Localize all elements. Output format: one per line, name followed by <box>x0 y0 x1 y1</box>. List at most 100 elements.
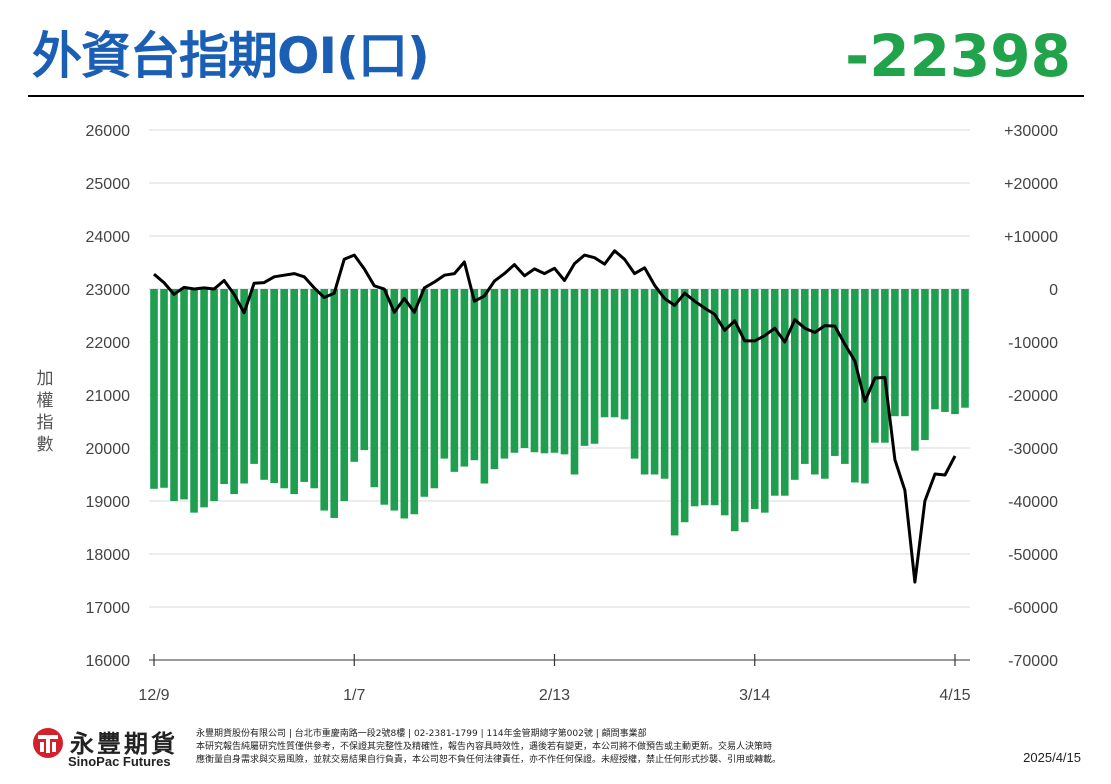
left-tick-label: 20000 <box>86 441 131 458</box>
disclaimer-line: 應衡量自身需求與交易風險，並就交易結果自行負責，本公司恕不負任何法律責任，亦不作… <box>196 755 782 765</box>
right-tick-label: -60000 <box>1008 600 1058 617</box>
y-axis-label: 權 <box>37 391 54 411</box>
right-tick-label: -50000 <box>1008 547 1058 564</box>
oi-bar <box>911 289 919 451</box>
left-tick-label: 26000 <box>86 123 131 140</box>
oi-bar <box>440 289 449 459</box>
oi-bar <box>790 289 799 480</box>
oi-bar <box>180 289 188 500</box>
left-tick-label: 22000 <box>86 335 131 352</box>
oi-bar <box>230 289 238 495</box>
y-axis-label: 指 <box>37 413 54 433</box>
oi-bar <box>470 289 479 461</box>
oi-bar <box>800 289 809 464</box>
oi-bar <box>700 289 709 506</box>
oi-bar <box>861 289 869 484</box>
oi-bar <box>380 289 389 505</box>
oi-bar <box>220 289 228 485</box>
oi-bar <box>740 289 749 523</box>
x-tick-label: 2/13 <box>539 687 570 704</box>
oi-bar <box>610 289 619 418</box>
right-tick-label: -70000 <box>1008 653 1058 670</box>
oi-bar <box>730 289 739 532</box>
disclaimer: 永豐期貨股份有限公司 | 台北市重慶南路一段2號8樓 | 02-2381-179… <box>196 728 896 767</box>
oi-bar <box>430 289 439 489</box>
oi-bar <box>330 289 339 518</box>
right-tick-label: +20000 <box>1004 176 1058 193</box>
right-tick-label: -30000 <box>1008 441 1058 458</box>
oi-bar <box>310 289 319 489</box>
oi-bar <box>841 289 849 464</box>
sinopac-logo-icon <box>33 728 63 758</box>
oi-bar <box>480 289 489 484</box>
oi-bar <box>750 289 759 509</box>
right-tick-label: -10000 <box>1008 335 1058 352</box>
x-tick-label: 3/14 <box>739 687 770 704</box>
oi-bar <box>680 289 689 523</box>
oi-bar <box>530 289 539 453</box>
oi-bar <box>510 289 519 453</box>
oi-bar <box>350 289 359 462</box>
oi-bar <box>190 289 198 513</box>
oi-bar <box>560 289 569 455</box>
oi-bar <box>370 289 379 488</box>
disclaimer-line: 本研究報告純屬研究性質僅供參考，不保證其完整性及精確性，報告內容具時效性，遇後若… <box>196 742 773 752</box>
oi-bar <box>881 289 889 443</box>
oi-bar <box>500 289 509 459</box>
right-tick-label: -40000 <box>1008 494 1058 511</box>
oi-bar <box>200 289 208 508</box>
chart-title: 外資台指期OI(口) <box>32 27 430 85</box>
oi-bar <box>831 289 839 456</box>
oi-bar <box>420 289 429 497</box>
oi-bar <box>650 289 659 475</box>
oi-bar <box>540 289 549 454</box>
oi-bar <box>660 289 669 479</box>
oi-bar <box>290 289 298 495</box>
right-tick-label: 0 <box>1049 282 1058 299</box>
oi-bar <box>630 289 639 459</box>
oi-bar <box>951 289 959 415</box>
x-tick-label: 1/7 <box>343 687 365 704</box>
oi-bar <box>410 289 419 515</box>
oi-bar <box>770 289 779 496</box>
index-line <box>153 249 957 584</box>
oi-bar <box>270 289 278 483</box>
left-tick-label: 18000 <box>86 547 131 564</box>
oi-bar <box>780 289 789 496</box>
oi-bar <box>580 289 589 446</box>
left-tick-label: 19000 <box>86 494 131 511</box>
oi-bar <box>941 289 949 412</box>
oi-bar <box>550 289 559 453</box>
oi-bar <box>620 289 629 420</box>
left-tick-label: 23000 <box>86 282 131 299</box>
oi-bar <box>250 289 258 464</box>
oi-bar <box>320 289 329 511</box>
left-tick-label: 17000 <box>86 600 131 617</box>
disclaimer-line: 永豐期貨股份有限公司 | 台北市重慶南路一段2號8樓 | 02-2381-179… <box>196 729 647 739</box>
oi-bar <box>851 289 859 483</box>
oi-bars <box>150 289 969 536</box>
index-line-layer <box>153 249 957 584</box>
oi-bar <box>590 289 599 444</box>
oi-bar <box>901 289 909 417</box>
oi-bar <box>280 289 288 489</box>
x-tick-label: 4/15 <box>939 687 970 704</box>
oi-bar <box>690 289 699 507</box>
oi-bar <box>931 289 939 410</box>
oi-bar <box>710 289 719 506</box>
brand-name-cn: 永豐期貨 <box>70 730 178 758</box>
right-tick-label: +10000 <box>1004 229 1058 246</box>
y-axis-label: 數 <box>37 435 54 455</box>
oi-bar <box>720 289 729 516</box>
oi-bar <box>360 289 369 451</box>
oi-bar <box>871 289 879 443</box>
oi-bar <box>921 289 929 441</box>
right-tick-label: +30000 <box>1004 123 1058 140</box>
axes: 16000 17000 18000 19000 20000 21000 22000 23000… <box>37 123 1059 704</box>
oi-bar <box>390 289 399 511</box>
y-axis-label: 加 <box>37 369 54 389</box>
x-tick-label: 12/9 <box>138 687 169 704</box>
oi-bar <box>891 289 899 417</box>
left-tick-label: 21000 <box>86 388 131 405</box>
oi-bar <box>340 289 349 501</box>
